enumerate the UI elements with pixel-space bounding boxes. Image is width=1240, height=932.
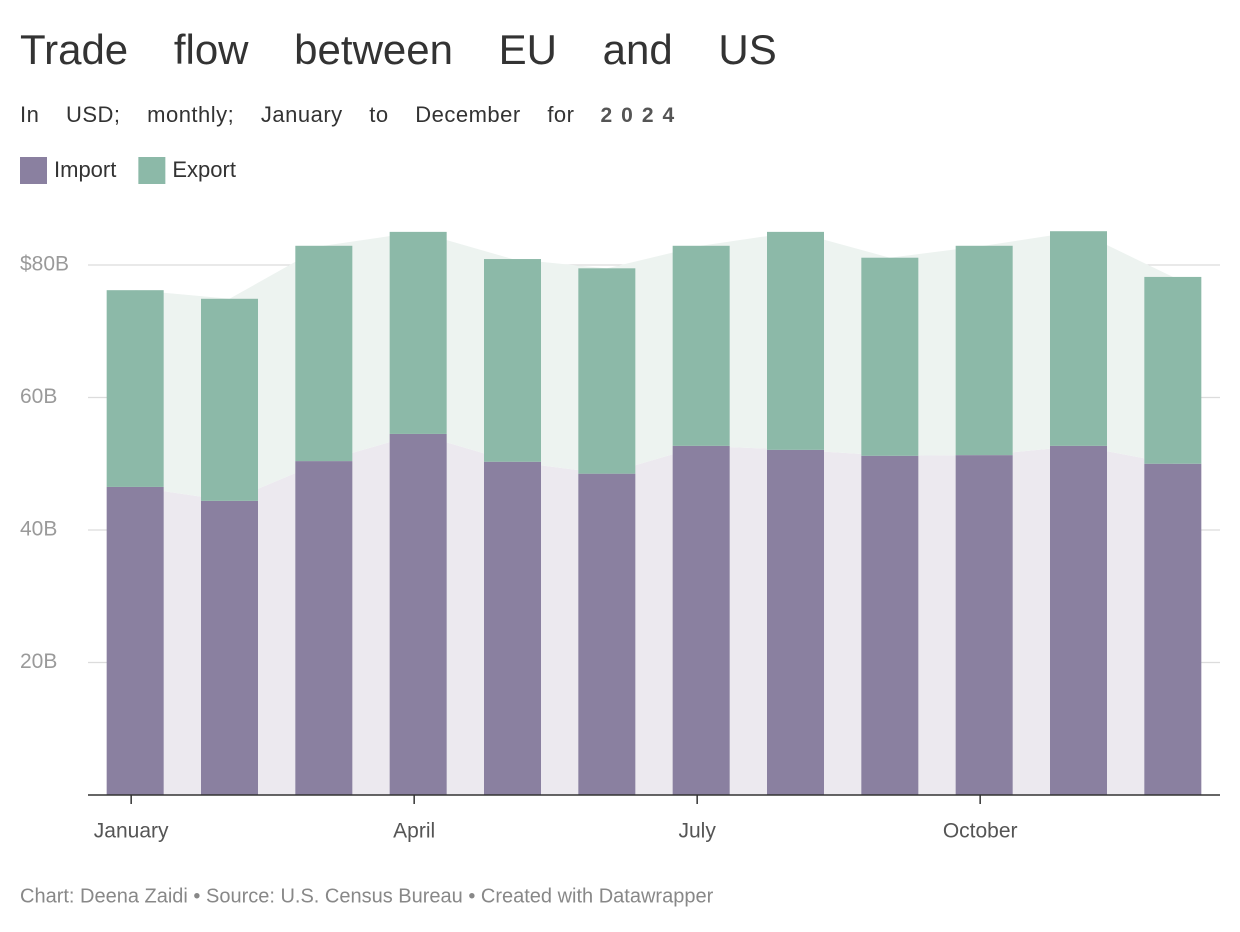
- y-tick-label: 60B: [20, 385, 57, 408]
- chart-title: Trade flow between EU and US: [20, 26, 777, 73]
- bar: [578, 473, 636, 795]
- bar: [955, 245, 1013, 456]
- bar: [484, 259, 541, 462]
- bar: [672, 245, 730, 446]
- legend-swatch: [20, 157, 47, 184]
- bar: [1050, 445, 1107, 795]
- bar: [578, 268, 636, 474]
- bar: [389, 231, 447, 434]
- bar: [955, 455, 1013, 795]
- legend-label: Import: [54, 157, 116, 182]
- bar: [861, 257, 919, 456]
- bar: [861, 455, 919, 795]
- legend-label: Export: [172, 157, 236, 182]
- bar: [106, 290, 164, 487]
- bar: [389, 433, 447, 795]
- x-tick-label: July: [678, 820, 716, 843]
- bar: [484, 461, 541, 795]
- y-tick-label: $80B: [20, 253, 69, 276]
- chart-subtitle: In USD; monthly; January to December for…: [20, 102, 683, 127]
- bar: [295, 245, 353, 462]
- x-tick-label: January: [94, 820, 169, 843]
- y-tick-label: 40B: [20, 518, 57, 541]
- bar: [767, 231, 824, 450]
- bar: [1144, 276, 1202, 464]
- bar: [106, 486, 164, 795]
- x-tick-label: October: [943, 820, 1018, 843]
- x-tick-label: April: [393, 820, 435, 843]
- bar: [201, 500, 258, 795]
- import-area: [135, 433, 1173, 795]
- bar: [201, 298, 258, 501]
- bar: [767, 449, 824, 795]
- source-note: Chart: Deena Zaidi • Source: U.S. Census…: [20, 885, 714, 907]
- subtitle-text: In USD; monthly; January to December for: [20, 102, 575, 127]
- bar: [295, 461, 353, 795]
- bar: [1050, 231, 1107, 446]
- legend-swatch: [138, 157, 166, 184]
- bar: [672, 445, 730, 795]
- subtitle-year: 2024: [601, 104, 684, 127]
- bar: [1144, 463, 1202, 795]
- y-tick-label: 20B: [20, 650, 57, 673]
